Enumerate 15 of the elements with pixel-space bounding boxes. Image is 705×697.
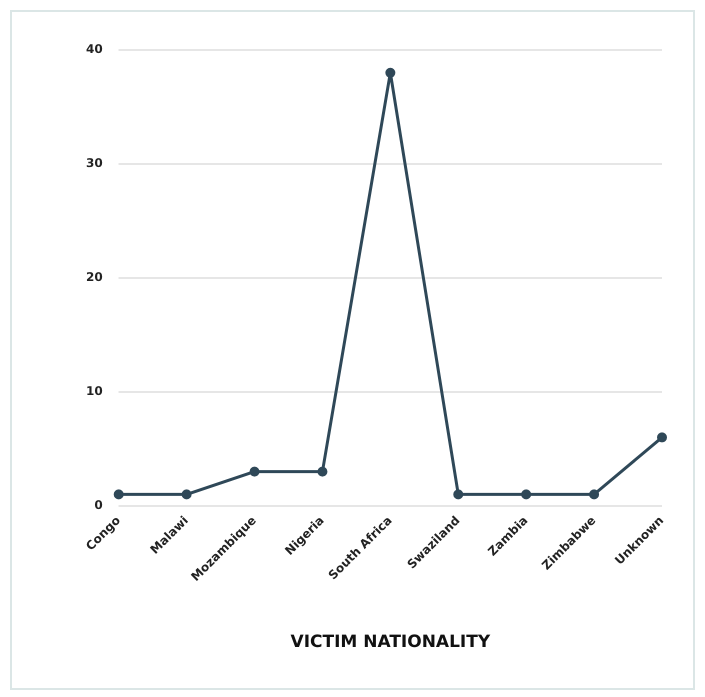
y-tick-label: 0 bbox=[94, 498, 103, 512]
y-tick-label: 40 bbox=[86, 42, 103, 56]
y-tick-label: 30 bbox=[86, 156, 103, 170]
point bbox=[521, 489, 532, 500]
y-tick-label: 10 bbox=[86, 384, 103, 398]
point bbox=[385, 68, 396, 78]
point bbox=[453, 489, 464, 500]
point bbox=[114, 489, 124, 500]
y-tick-label: 20 bbox=[86, 270, 103, 284]
point bbox=[589, 489, 600, 500]
point bbox=[657, 432, 667, 442]
point bbox=[182, 489, 192, 500]
point bbox=[317, 466, 328, 477]
point bbox=[250, 466, 260, 477]
x-axis-title: VICTIM NATIONALITY bbox=[290, 632, 491, 652]
